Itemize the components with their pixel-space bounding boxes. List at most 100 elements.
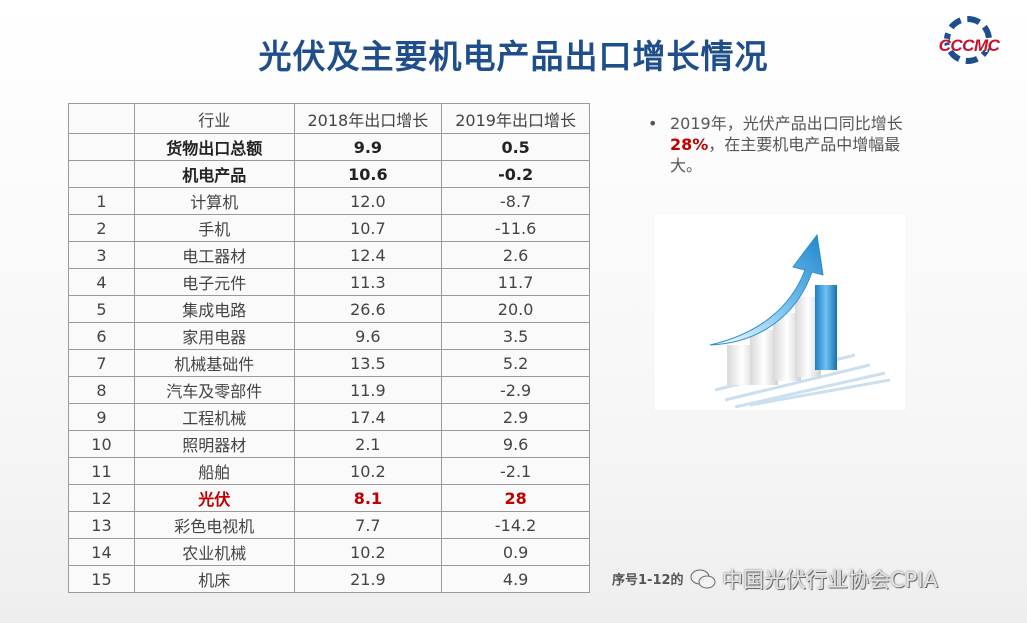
row-value-2018: 10.2 [293, 457, 443, 485]
row-industry: 手机 [133, 214, 295, 242]
table-row: 6 家用电器 9.6 3.5 [68, 322, 590, 350]
table-row: 12 光伏 8.1 28 [68, 484, 590, 512]
row-value-2018: 2.1 [293, 430, 443, 458]
row-industry: 工程机械 [133, 403, 295, 431]
row-value-2019: 11.7 [441, 268, 590, 296]
row-index: 9 [68, 403, 135, 431]
row-value-2019: 5.2 [441, 349, 590, 377]
row-index [68, 160, 135, 188]
row-industry: 农业机械 [133, 538, 295, 566]
row-value-2018: 10.6 [293, 160, 443, 188]
table-row: 8 汽车及零部件 11.9 -2.9 [68, 376, 590, 404]
watermark: 中国光伏行业协会CPIA [690, 564, 938, 594]
row-value-2019: -0.2 [441, 160, 590, 188]
row-industry: 机床 [133, 565, 295, 593]
row-index: 15 [68, 565, 135, 593]
row-value-2018: 10.7 [293, 214, 443, 242]
row-index: 13 [68, 511, 135, 539]
table-row: 14 农业机械 10.2 0.9 [68, 538, 590, 566]
table-row: 5 集成电路 26.6 20.0 [68, 295, 590, 323]
table-row: 1 计算机 12.0 -8.7 [68, 187, 590, 215]
logo-gear-icon [944, 16, 992, 64]
table-row: 3 电工器材 12.4 2.6 [68, 241, 590, 269]
row-index: 4 [68, 268, 135, 296]
row-value-2018: 17.4 [293, 403, 443, 431]
row-index: 7 [68, 349, 135, 377]
table-row: 9 工程机械 17.4 2.9 [68, 403, 590, 431]
page-title: 光伏及主要机电产品出口增长情况 [258, 37, 769, 76]
logo-text: CCCMC [938, 36, 1000, 55]
row-value-2019: -2.9 [441, 376, 590, 404]
header-2019: 2019年出口增长 [441, 103, 590, 134]
row-industry: 光伏 [133, 484, 295, 512]
row-value-2018: 12.4 [293, 241, 443, 269]
row-value-2019: -11.6 [441, 214, 590, 242]
table-row: 4 电子元件 11.3 11.7 [68, 268, 590, 296]
row-index: 10 [68, 430, 135, 458]
header-industry: 行业 [133, 103, 295, 134]
summary-text: 2019年，光伏产品出口同比增长28%，在主要机电产品中增幅最大。 [670, 114, 903, 175]
row-value-2018: 11.3 [293, 268, 443, 296]
watermark-text: 中国光伏行业协会CPIA [722, 568, 938, 592]
highlight-value: 28% [670, 135, 709, 154]
row-value-2019: -8.7 [441, 187, 590, 215]
export-growth-table: 行业 2018年出口增长 2019年出口增长 货物出口总额 9.9 0.5 机电产品 1… [68, 103, 590, 593]
row-value-2019: -14.2 [441, 511, 590, 539]
row-value-2019: 4.9 [441, 565, 590, 593]
row-value-2019: -2.1 [441, 457, 590, 485]
header-2018: 2018年出口增长 [293, 103, 443, 134]
row-value-2018: 26.6 [293, 295, 443, 323]
row-value-2019: 20.0 [441, 295, 590, 323]
table-row: 15 机床 21.9 4.9 [68, 565, 590, 593]
table-row: 货物出口总额 9.9 0.5 [68, 133, 590, 161]
row-index: 5 [68, 295, 135, 323]
row-value-2018: 9.6 [293, 322, 443, 350]
row-industry: 汽车及零部件 [133, 376, 295, 404]
table-row: 13 彩色电视机 7.7 -14.2 [68, 511, 590, 539]
row-index: 8 [68, 376, 135, 404]
row-industry: 照明器材 [133, 430, 295, 458]
row-index: 3 [68, 241, 135, 269]
header-index [68, 103, 135, 134]
row-industry: 电工器材 [133, 241, 295, 269]
row-value-2018: 8.1 [293, 484, 443, 512]
row-index: 6 [68, 322, 135, 350]
row-industry: 电子元件 [133, 268, 295, 296]
growth-chart-illustration [655, 215, 905, 410]
row-value-2018: 10.2 [293, 538, 443, 566]
row-value-2019: 0.5 [441, 133, 590, 161]
row-value-2019: 3.5 [441, 322, 590, 350]
row-industry: 计算机 [133, 187, 295, 215]
row-industry: 机电产品 [133, 160, 295, 188]
row-industry: 货物出口总额 [133, 133, 295, 161]
table-row: 10 照明器材 2.1 9.6 [68, 430, 590, 458]
row-value-2019: 2.6 [441, 241, 590, 269]
wechat-icon [690, 569, 716, 589]
row-index: 12 [68, 484, 135, 512]
row-index [68, 133, 135, 161]
table-row: 2 手机 10.7 -11.6 [68, 214, 590, 242]
row-index: 1 [68, 187, 135, 215]
row-value-2018: 9.9 [293, 133, 443, 161]
rising-arrow-bars-icon [709, 233, 891, 409]
summary-note: • 2019年，光伏产品出口同比增长28%，在主要机电产品中增幅最大。 [648, 113, 928, 176]
table-row: 11 船舶 10.2 -2.1 [68, 457, 590, 485]
table-row: 机电产品 10.6 -0.2 [68, 160, 590, 188]
table-header-row: 行业 2018年出口增长 2019年出口增长 [68, 103, 590, 134]
row-industry: 机械基础件 [133, 349, 295, 377]
row-value-2018: 21.9 [293, 565, 443, 593]
row-value-2019: 28 [441, 484, 590, 512]
row-value-2018: 11.9 [293, 376, 443, 404]
row-index: 11 [68, 457, 135, 485]
bullet-icon: • [648, 114, 658, 133]
table-row: 7 机械基础件 13.5 5.2 [68, 349, 590, 377]
row-value-2019: 2.9 [441, 403, 590, 431]
row-value-2018: 13.5 [293, 349, 443, 377]
row-value-2019: 9.6 [441, 430, 590, 458]
row-value-2018: 7.7 [293, 511, 443, 539]
cccmc-logo: CCCMC [932, 14, 1002, 80]
row-industry: 彩色电视机 [133, 511, 295, 539]
row-industry: 家用电器 [133, 322, 295, 350]
row-value-2019: 0.9 [441, 538, 590, 566]
row-value-2018: 12.0 [293, 187, 443, 215]
